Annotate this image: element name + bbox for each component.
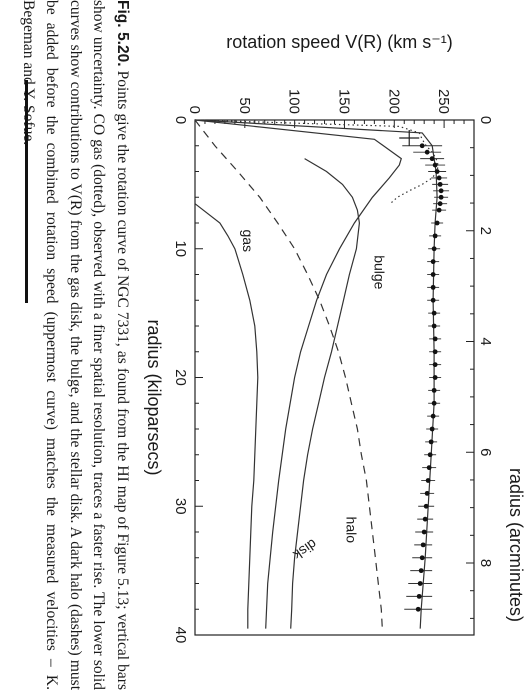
data-point bbox=[434, 220, 440, 226]
curve-label-halo: halo bbox=[343, 517, 359, 544]
y-tick-label: 150 bbox=[335, 89, 352, 114]
data-point bbox=[429, 426, 435, 432]
data-point bbox=[431, 310, 437, 316]
data-point bbox=[428, 439, 434, 445]
data-point bbox=[432, 233, 438, 239]
data-point bbox=[419, 143, 425, 149]
data-point bbox=[417, 581, 423, 586]
data-point bbox=[437, 201, 443, 207]
y-tick-label: 250 bbox=[435, 89, 452, 114]
data-point bbox=[418, 568, 424, 574]
figure-caption: Fig. 5.20. Points give the rotation curv… bbox=[17, 0, 135, 690]
data-point bbox=[416, 593, 422, 599]
data-point bbox=[430, 284, 436, 290]
data-point bbox=[429, 156, 435, 162]
top-axis-label: radius (arcminutes) bbox=[506, 468, 526, 622]
data-point bbox=[432, 375, 438, 380]
y-axis-label: rotation speed V(R) (km s⁻¹) bbox=[226, 32, 453, 52]
data-point bbox=[419, 555, 425, 561]
data-point bbox=[431, 246, 437, 252]
rotation-curve-chart: 0 10 20 30 40 0 2 4 6 8 0 50 100 150 200 250 radius (kil… bbox=[144, 32, 526, 644]
top-tick-label: 4 bbox=[477, 337, 494, 345]
data-point bbox=[421, 529, 427, 535]
data-point bbox=[431, 400, 437, 406]
data-point bbox=[432, 349, 438, 355]
top-tick-label: 2 bbox=[477, 227, 494, 235]
data-point bbox=[436, 175, 442, 181]
data-point bbox=[432, 162, 438, 168]
curve-co-gas bbox=[194, 119, 439, 205]
top-tick-label: 8 bbox=[477, 559, 494, 567]
data-point bbox=[426, 465, 432, 471]
x-tick-label: 40 bbox=[172, 627, 189, 644]
data-point bbox=[431, 323, 437, 329]
data-point bbox=[420, 542, 426, 548]
data-point bbox=[422, 516, 428, 522]
data-point bbox=[438, 188, 444, 194]
curve-gas bbox=[194, 203, 259, 629]
x-tick-label: 10 bbox=[172, 240, 189, 257]
data-point bbox=[430, 272, 436, 277]
data-point bbox=[430, 259, 436, 265]
axis-ticks bbox=[194, 119, 475, 636]
data-point bbox=[431, 387, 437, 393]
data-point bbox=[430, 297, 436, 303]
data-point bbox=[424, 149, 430, 155]
curve-halo bbox=[194, 119, 383, 629]
data-point bbox=[436, 207, 442, 213]
figure-label: Fig. 5.20. bbox=[114, 0, 131, 67]
data-point bbox=[434, 169, 440, 174]
data-point bbox=[424, 490, 430, 496]
data-point bbox=[438, 194, 444, 200]
page-divider bbox=[25, 80, 28, 303]
y-tick-label: 200 bbox=[385, 89, 402, 114]
data-point bbox=[425, 478, 431, 483]
x-tick-label: 30 bbox=[172, 498, 189, 515]
top-tick-label: 0 bbox=[477, 116, 494, 124]
x-tick-label: 0 bbox=[172, 116, 189, 124]
data-point bbox=[430, 413, 436, 419]
curve-bulge bbox=[194, 119, 403, 629]
x-tick-label: 20 bbox=[172, 369, 189, 386]
y-tick-label: 50 bbox=[236, 97, 253, 114]
x-axis-label: radius (kiloparsecs) bbox=[144, 319, 164, 475]
y-tick-label: 100 bbox=[286, 89, 303, 114]
data-point bbox=[423, 503, 429, 509]
data-point bbox=[437, 181, 443, 187]
top-tick-label: 6 bbox=[477, 448, 494, 456]
measured-points bbox=[399, 130, 450, 612]
y-tick-label: 0 bbox=[186, 106, 203, 114]
data-point bbox=[415, 606, 421, 612]
curve-disk bbox=[290, 158, 361, 629]
curve-label-bulge: bulge bbox=[371, 255, 387, 289]
data-point bbox=[427, 452, 433, 458]
caption-text: Points give the rotation curve of NGC 73… bbox=[20, 0, 131, 690]
data-point bbox=[432, 362, 438, 368]
data-point bbox=[432, 336, 438, 342]
curve-label-gas: gas bbox=[240, 229, 256, 252]
